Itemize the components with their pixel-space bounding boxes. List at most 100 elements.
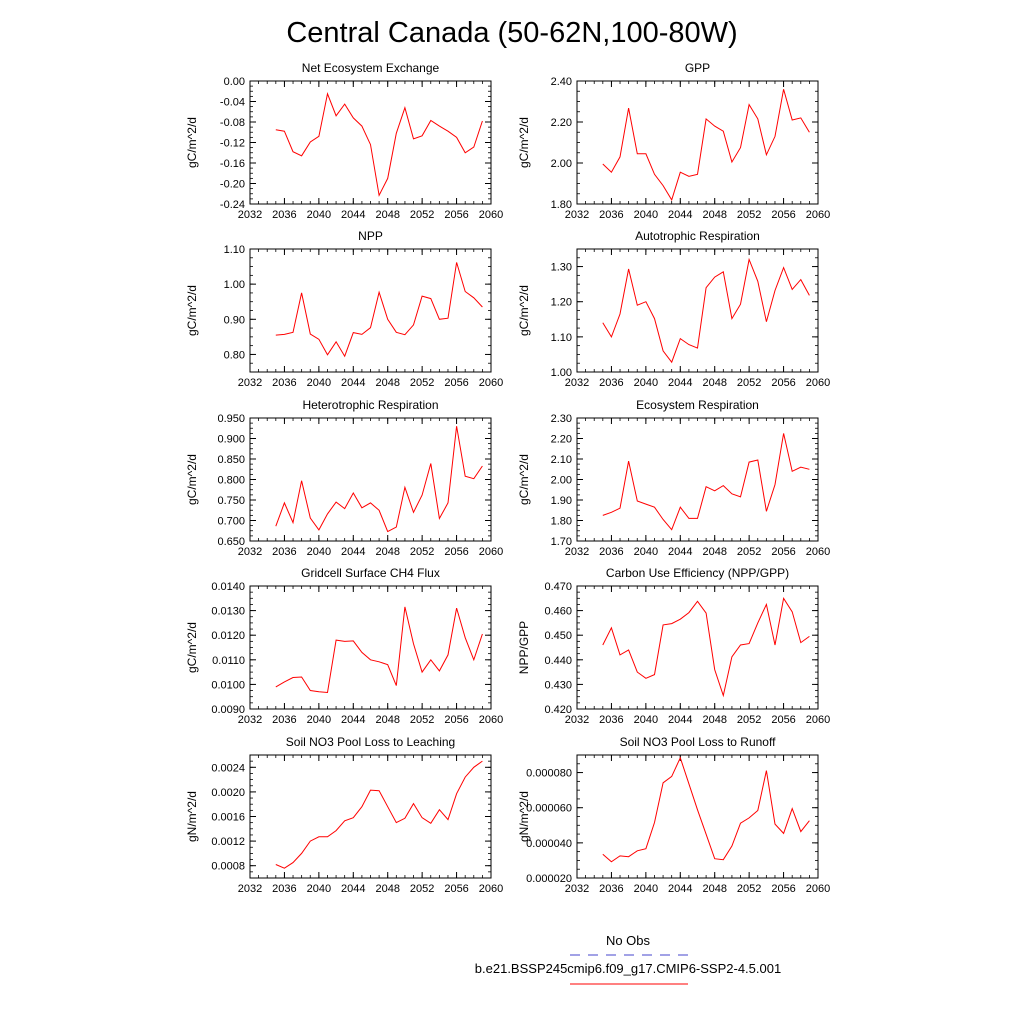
plot-frame [576,585,819,710]
x-tick-label: 2044 [668,883,692,895]
x-tick-label: 2036 [272,883,296,895]
y-tick-label: -0.16 [220,158,245,170]
y-axis-label: gC/m^2/d [185,117,199,168]
x-tick-label: 2060 [806,546,830,558]
y-tick-label: 1.10 [551,332,572,344]
y-tick-label: 0.0130 [211,606,245,618]
y-tick-label: 0.0008 [211,861,245,873]
plot-frame [249,417,492,542]
x-tick-label: 2052 [737,209,761,221]
y-tick-label: 0.440 [544,655,572,667]
y-tick-label: -0.08 [220,117,245,129]
y-tick-label: 0.0020 [211,787,245,799]
y-tick-label: 0.00 [224,76,245,88]
y-tick-label: 0.0120 [211,630,245,642]
x-tick-label: 2032 [565,209,589,221]
y-tick-label: 1.30 [551,262,572,274]
x-tick-label: 2052 [737,714,761,726]
y-axis-label: gN/m^2/d [517,791,531,842]
x-tick-label: 2044 [341,377,365,389]
x-tick-label: 2032 [238,377,262,389]
x-tick-label: 2044 [341,883,365,895]
y-tick-label: 0.000080 [526,768,572,780]
y-tick-label: 0.450 [544,630,572,642]
plot-frame [249,248,492,373]
x-tick-label: 2036 [599,377,623,389]
x-tick-label: 2048 [375,714,399,726]
y-tick-label: 0.750 [217,495,245,507]
y-tick-label: -0.20 [220,179,245,191]
y-tick-label: 2.00 [551,158,572,170]
y-axis-label: gN/m^2/d [185,791,199,842]
y-tick-label: 0.0100 [211,679,245,691]
y-tick-label: 0.430 [544,679,572,691]
panel-9: Soil NO3 Pool Loss to Leaching 2032 2036 20… [185,735,503,895]
x-tick-label: 2056 [444,546,468,558]
y-tick-label: -0.04 [220,97,245,109]
panel-grid: Net Ecosystem Exchange 2032 2036 2040 2044 20… [185,61,830,895]
y-axis-label: gC/m^2/d [517,285,531,336]
y-axis-label: gC/m^2/d [185,622,199,673]
y-tick-label: 0.700 [217,516,245,528]
y-tick-label: 1.70 [551,536,572,548]
x-tick-label: 2048 [702,883,726,895]
plot-frame [249,80,492,205]
panel-4: Autotrophic Respiration 2032 2036 2040 2044 2… [517,229,830,389]
y-tick-label: 0.800 [217,475,245,487]
y-tick-label: 0.470 [544,581,572,593]
x-tick-label: 2048 [375,377,399,389]
panel-10: Soil NO3 Pool Loss to Runoff 2032 2036 2040… [517,735,830,895]
x-tick-label: 2040 [307,714,331,726]
x-tick-label: 2056 [771,714,795,726]
plot-frame [576,417,819,542]
panel-6: Ecosystem Respiration 2032 2036 2040 2044 204… [517,398,830,558]
panel-5: Heterotrophic Respiration 2032 2036 2040 204… [185,398,503,558]
x-tick-label: 2036 [272,377,296,389]
x-tick-label: 2032 [565,883,589,895]
x-tick-label: 2052 [737,377,761,389]
x-tick-label: 2044 [668,546,692,558]
x-tick-label: 2036 [272,714,296,726]
panel-1: Net Ecosystem Exchange 2032 2036 2040 2044 20… [185,61,503,221]
y-tick-label: 0.0012 [211,836,245,848]
x-tick-label: 2032 [565,546,589,558]
series-line [602,756,810,863]
panel-title: Autotrophic Respiration [635,229,760,243]
legend-model-label: b.e21.BSSP245cmip6.f09_g17.CMIP6-SSP2-4.… [475,961,781,976]
y-tick-label: 0.0024 [211,762,245,774]
panel-8: Carbon Use Efficiency (NPP/GPP) 2032 2036 2… [517,566,830,726]
y-tick-label: -0.24 [220,199,245,211]
x-tick-label: 2044 [341,209,365,221]
panel-title: Carbon Use Efficiency (NPP/GPP) [606,566,789,580]
x-tick-label: 2060 [479,714,503,726]
x-tick-label: 2060 [479,883,503,895]
chart-title: Central Canada (50-62N,100-80W) [286,17,737,49]
panel-title: Ecosystem Respiration [636,398,759,412]
legend: No Obs b.e21.BSSP245cmip6.f09_g17.CMIP6-… [475,933,781,985]
x-tick-label: 2040 [307,377,331,389]
y-axis-label: gC/m^2/d [185,285,199,336]
plot-frame [576,248,819,373]
y-tick-label: 0.900 [217,434,245,446]
panel-title: Net Ecosystem Exchange [302,61,440,75]
y-tick-label: 0.0140 [211,581,245,593]
series-line [602,257,810,364]
x-tick-label: 2052 [410,714,434,726]
y-tick-label: 0.80 [224,349,245,361]
x-tick-label: 2036 [272,209,296,221]
y-axis-label: gC/m^2/d [517,117,531,168]
y-tick-label: 1.00 [224,279,245,291]
x-tick-label: 2040 [307,209,331,221]
y-tick-label: 0.460 [544,606,572,618]
panel-title: NPP [358,229,383,243]
x-tick-label: 2048 [375,546,399,558]
x-tick-label: 2056 [771,546,795,558]
x-tick-label: 2056 [444,714,468,726]
x-tick-label: 2060 [479,377,503,389]
y-tick-label: 1.20 [551,297,572,309]
y-tick-label: 1.00 [551,367,572,379]
x-tick-label: 2032 [238,883,262,895]
y-tick-label: 2.10 [551,454,572,466]
x-tick-label: 2048 [702,377,726,389]
x-tick-label: 2044 [668,377,692,389]
